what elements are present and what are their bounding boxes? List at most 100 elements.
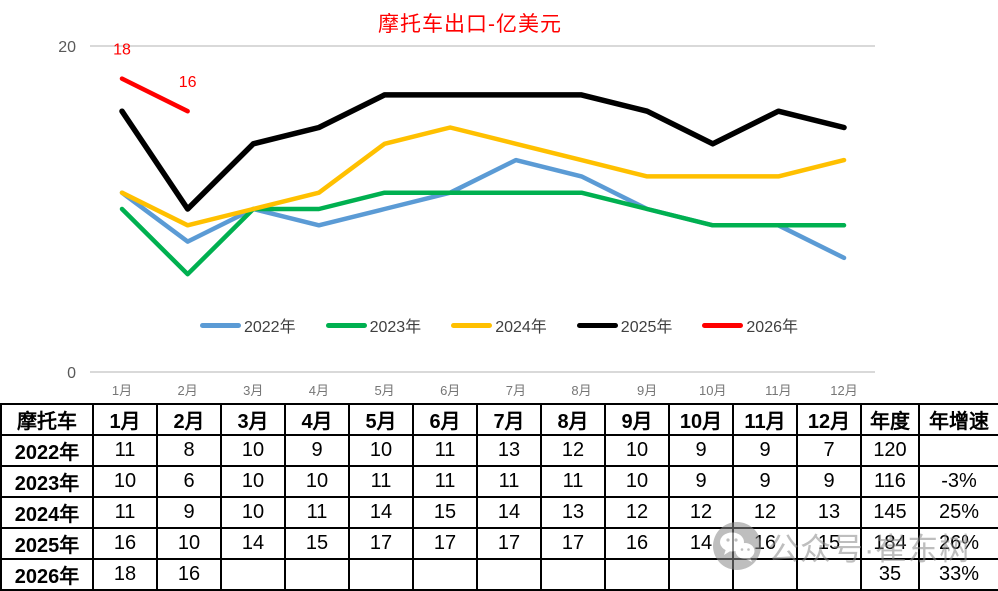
- table-cell: [284, 558, 350, 591]
- table-cell: 9: [732, 434, 798, 467]
- table-cell: 11: [92, 434, 158, 467]
- table-cell: 14: [476, 496, 542, 529]
- data-label: 16: [179, 74, 197, 91]
- row-label: 2024年: [0, 496, 94, 529]
- table-cell: 35: [860, 558, 920, 591]
- table-cell: 11: [412, 465, 478, 498]
- table-header-cell: 12月: [796, 403, 862, 436]
- data-table: 摩托车 1月 2月 3月 4月 5月 6月 7月 8月 9月 10月 11月 12月 年度 年增速 2022年…: [0, 403, 998, 591]
- table-cell: 16: [604, 527, 670, 560]
- table-cell: 11: [540, 465, 606, 498]
- table-cell: 11: [348, 465, 414, 498]
- table-cell: 17: [412, 527, 478, 560]
- table-row-2026年: 2026年 18 16 35 33%: [0, 558, 998, 591]
- legend-marker: [702, 322, 744, 328]
- table-cell: 10: [348, 434, 414, 467]
- table-header-cell: 11月: [732, 403, 798, 436]
- series-line-2025年: [119, 92, 847, 212]
- table-cell: 6: [156, 465, 222, 498]
- table-cell: 12: [604, 496, 670, 529]
- table-cell: 18: [92, 558, 158, 591]
- table-header-cell: 4月: [284, 403, 350, 436]
- table-cell: 120: [860, 434, 920, 467]
- table-cell: 15: [284, 527, 350, 560]
- table-cell: 9: [668, 465, 734, 498]
- table-cell: 11: [92, 496, 158, 529]
- table-cell: -3%: [918, 465, 998, 498]
- table-cell: [668, 558, 734, 591]
- table-cell: 10: [220, 434, 286, 467]
- table-header-row: 摩托车 1月 2月 3月 4月 5月 6月 7月 8月 9月 10月 11月 12月 年度 年增速: [0, 403, 998, 436]
- table-cell: 25%: [918, 496, 998, 529]
- x-axis-label: 4月: [309, 383, 329, 398]
- table-header-cell: 3月: [220, 403, 286, 436]
- table-cell: 12: [732, 496, 798, 529]
- table-cell: 13: [540, 496, 606, 529]
- legend-marker: [199, 322, 241, 328]
- line-chart: 0 20 18 16 1月 2月 3月 4月 5月 6月 7月 8月 9月 10月 11月 12月: [58, 39, 875, 398]
- x-axis-label: 2月: [178, 383, 198, 398]
- table-cell: 7: [796, 434, 862, 467]
- legend-item-2023年: 2023年: [325, 313, 421, 337]
- table-cell: [476, 558, 542, 591]
- legend-marker: [451, 322, 493, 328]
- legend-label: 2026年: [746, 319, 799, 336]
- legend-item-2024年: 2024年: [451, 313, 547, 337]
- table-cell: 16: [92, 527, 158, 560]
- table-cell: [348, 558, 414, 591]
- x-axis-label: 5月: [374, 383, 394, 398]
- x-axis-label: 8月: [571, 383, 591, 398]
- data-label: 18: [113, 42, 131, 59]
- table-cell: 10: [156, 527, 222, 560]
- x-axis-label: 11月: [765, 383, 792, 398]
- table-cell: 16: [156, 558, 222, 591]
- x-axis-label: 1月: [112, 383, 132, 398]
- table-cell: 10: [604, 434, 670, 467]
- table-cell: 14: [348, 496, 414, 529]
- table-cell: 17: [476, 527, 542, 560]
- table-cell: 184: [860, 527, 920, 560]
- table-row-2025年: 2025年 16 10 14 15 17 17 17 17 16 14 16 15 184 26%: [0, 527, 998, 560]
- legend-item-2026年: 2026年: [702, 313, 798, 337]
- legend-marker: [576, 322, 618, 328]
- table-cell: [604, 558, 670, 591]
- table-header-cell: 10月: [668, 403, 734, 436]
- legend-label: 2025年: [620, 319, 673, 336]
- row-label: 2025年: [0, 527, 94, 560]
- x-axis-label: 10月: [699, 383, 726, 398]
- table-row-2024年: 2024年 11 9 10 11 14 15 14 13 12 12 12 13 145 25%: [0, 496, 998, 529]
- table-cell: 17: [348, 527, 414, 560]
- table-cell: 10: [220, 496, 286, 529]
- table-cell: 15: [796, 527, 862, 560]
- table-cell: 12: [540, 434, 606, 467]
- x-axis-label: 7月: [506, 383, 526, 398]
- table-cell: 9: [668, 434, 734, 467]
- table-cell: 16: [732, 527, 798, 560]
- table-row-2022年: 2022年 11 8 10 9 10 11 13 12 10 9 9 7 120: [0, 434, 998, 467]
- table-cell: [220, 558, 286, 591]
- table-cell: 10: [604, 465, 670, 498]
- table-cell: 11: [476, 465, 542, 498]
- series-line-2023年: [119, 190, 847, 277]
- table-cell: 9: [284, 434, 350, 467]
- chart-title: 摩托车出口-亿美元: [378, 13, 562, 36]
- table-cell: 14: [668, 527, 734, 560]
- chart-legend: 2022年 2023年 2024年 2025年 2026年: [0, 313, 998, 337]
- table-header-cell: 9月: [604, 403, 670, 436]
- table-cell: 15: [412, 496, 478, 529]
- legend-label: 2024年: [495, 319, 547, 336]
- table-cell: [732, 558, 798, 591]
- table-corner-header: 摩托车: [0, 403, 94, 436]
- table-cell: 9: [796, 465, 862, 498]
- legend-item-2025年: 2025年: [576, 313, 673, 337]
- table-cell: 12: [668, 496, 734, 529]
- table-cell: 13: [796, 496, 862, 529]
- table-cell: 145: [860, 496, 920, 529]
- legend-label: 2022年: [243, 319, 296, 336]
- table-header-cell: 6月: [412, 403, 478, 436]
- table-cell: 9: [732, 465, 798, 498]
- chart-area: 摩托车出口-亿美元 0 20 18 16 1月 2月 3月 4月 5月 6月 7月 8月 9月 10月 11…: [0, 13, 998, 398]
- table-cell: 10: [220, 465, 286, 498]
- table-cell: [412, 558, 478, 591]
- table-cell: 13: [476, 434, 542, 467]
